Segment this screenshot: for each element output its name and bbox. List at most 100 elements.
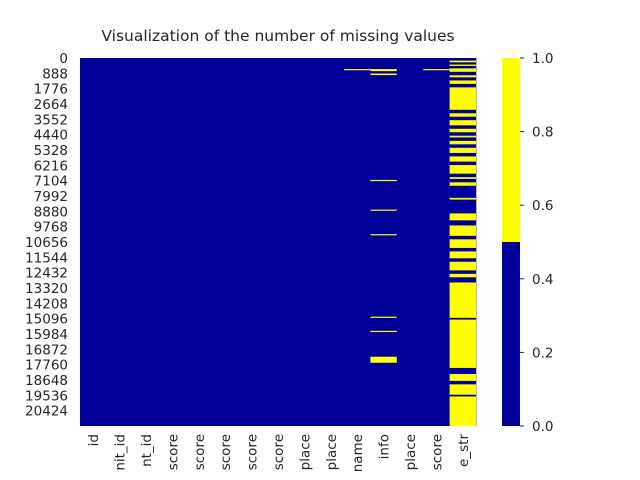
missing-band-col14-10	[449, 140, 476, 145]
heatmap-column-0	[80, 58, 107, 426]
missing-band-col14-15	[449, 182, 476, 186]
y-tick-label: 14208	[25, 296, 68, 312]
x-tick-label: score	[218, 434, 234, 470]
missing-band-col14-21	[449, 261, 476, 271]
y-tick-label: 6216	[34, 158, 68, 174]
x-axis-column-names: id nit_id nt_id score score score score score pl…	[86, 434, 472, 473]
missing-band-col14-27	[449, 396, 476, 426]
missing-band-col11-0	[370, 69, 397, 72]
x-tick-label: e_str	[456, 434, 472, 467]
heatmap-column-13	[423, 58, 450, 426]
missing-band-col14-8	[449, 128, 476, 133]
missing-band-col11-3	[370, 209, 397, 211]
missing-band-col11-4	[370, 234, 397, 236]
missing-band-col14-11	[449, 147, 476, 153]
x-tick-label: score	[165, 434, 181, 470]
chart-title: Visualization of the number of missing v…	[101, 27, 454, 45]
missing-band-col11-1	[370, 73, 397, 76]
colorbar-tick-label: 1.0	[532, 51, 553, 67]
missing-band-col13-0	[423, 69, 450, 71]
missing-band-col14-4	[449, 80, 476, 84]
x-tick-label: nt_id	[139, 434, 155, 467]
heatmap-column-5	[212, 58, 239, 426]
y-tick-label: 0	[59, 51, 68, 67]
missing-band-col14-3	[449, 75, 476, 78]
y-tick-label: 15984	[25, 327, 68, 343]
x-tick-label: place	[403, 434, 419, 470]
heatmap-column-11	[370, 58, 398, 426]
missing-band-col14-1	[449, 64, 476, 66]
missing-band-col14-5	[449, 87, 476, 110]
missing-band-col11-6	[370, 330, 397, 333]
missing-band-col11-2	[370, 179, 397, 182]
missing-band-col14-18	[449, 225, 476, 236]
y-tick-label: 2664	[34, 97, 68, 113]
x-tick-label: id	[86, 434, 102, 446]
heatmap-plot-area	[80, 58, 477, 426]
missing-band-col14-17	[449, 213, 476, 221]
y-tick-label: 888	[42, 66, 68, 82]
missing-band-col11-7	[370, 356, 397, 363]
y-tick-label: 8880	[34, 204, 68, 220]
heatmap-column-8	[291, 58, 318, 426]
y-tick-label: 20424	[25, 404, 68, 420]
missing-band-col14-19	[449, 239, 476, 248]
x-tick-label: place	[324, 434, 340, 470]
missing-band-col11-5	[370, 316, 397, 318]
y-tick-label: 4440	[34, 128, 68, 144]
colorbar-tick-label: 0.8	[532, 125, 553, 141]
x-tick-label: info	[377, 434, 393, 459]
y-tick-label: 15096	[25, 312, 68, 328]
y-tick-label: 7104	[34, 174, 68, 190]
missing-band-col14-25	[449, 373, 476, 381]
heatmap-column-6	[238, 58, 266, 426]
heatmap-column-3	[159, 58, 186, 426]
x-tick-label: score	[271, 434, 287, 470]
colorbar-tick-label: 0.4	[532, 272, 553, 288]
colorbar-missing-segment	[502, 58, 520, 242]
x-tick-label: nit_id	[113, 434, 129, 471]
y-tick-label: 17760	[25, 358, 68, 374]
missing-band-col14-13	[449, 165, 476, 174]
missing-band-col14-24	[449, 319, 476, 368]
y-tick-label: 10656	[25, 235, 68, 251]
y-tick-label: 12432	[25, 266, 68, 282]
y-tick-label: 11544	[25, 250, 68, 266]
heatmap-column-4	[185, 58, 213, 426]
missing-band-col14-20	[449, 251, 476, 259]
heatmap-column-10	[344, 58, 371, 426]
missing-band-col14-22	[449, 273, 476, 278]
heatmap-column-9	[317, 58, 345, 426]
colorbar-tick-label: 0.2	[532, 345, 553, 361]
missing-band-col14-2	[449, 68, 476, 72]
missing-band-col14-0	[449, 60, 476, 63]
y-axis-row-index: 0888177626643552444053286216710479928880…	[25, 51, 68, 420]
colorbar: 0.0 0.2 0.4 0.6 0.8 1.0	[502, 51, 553, 435]
heatmap-column-2	[132, 58, 160, 426]
missing-band-col14-23	[449, 282, 476, 318]
y-tick-label: 13320	[25, 281, 68, 297]
colorbar-tick-label: 0.6	[532, 198, 553, 214]
missing-band-col14-26	[449, 384, 476, 395]
y-tick-label: 9768	[34, 220, 68, 236]
missing-band-col14-14	[449, 177, 476, 179]
missing-band-col14-16	[449, 197, 476, 200]
x-tick-label: score	[429, 434, 445, 470]
missing-band-col14-7	[449, 120, 476, 126]
x-tick-label: place	[297, 434, 313, 470]
y-tick-label: 5328	[34, 143, 68, 159]
heatmap-column-7	[264, 58, 292, 426]
y-tick-label: 18648	[25, 373, 68, 389]
x-tick-label: score	[245, 434, 261, 470]
x-tick-label: score	[192, 434, 208, 470]
colorbar-present-segment	[502, 242, 520, 426]
heatmap-column-12	[396, 58, 424, 426]
missing-band-col14-6	[449, 113, 476, 117]
heatmap-column-1	[106, 58, 134, 426]
y-tick-label: 7992	[34, 189, 68, 205]
x-tick-label: name	[350, 434, 366, 472]
y-tick-label: 3552	[34, 112, 68, 128]
missing-band-col14-9	[449, 135, 476, 138]
missing-band-col14-12	[449, 156, 476, 162]
